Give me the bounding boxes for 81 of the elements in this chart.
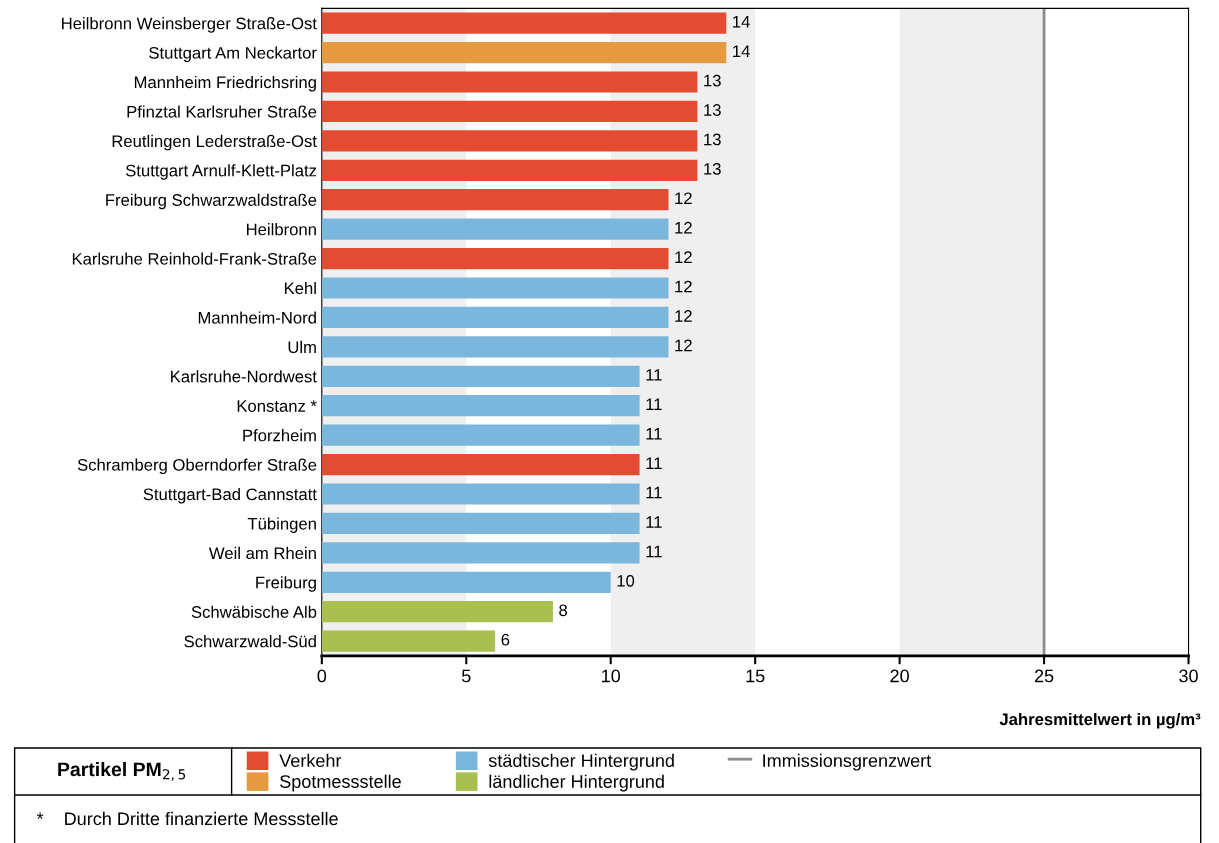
bar [321, 365, 640, 387]
y-tick-label: Schramberg Oberndorfer Straße [77, 458, 317, 475]
x-tick-label: 15 [746, 669, 765, 683]
data-label: 11 [646, 398, 662, 411]
data-label: 8 [559, 604, 568, 617]
y-tick-label: Kehl [284, 281, 316, 295]
bar [321, 306, 669, 329]
data-label: 12 [675, 192, 692, 205]
bar [321, 100, 698, 123]
legend-label: Spotmessstelle [280, 774, 401, 792]
bar [321, 12, 727, 34]
data-label: 14 [733, 45, 750, 57]
data-label: 12 [675, 221, 692, 234]
y-tick-label: Stuttgart-Bad Cannstatt [143, 487, 317, 504]
data-label: 13 [704, 104, 721, 116]
bar [321, 130, 698, 152]
bar [321, 218, 669, 240]
x-tick-label: 5 [461, 669, 471, 683]
data-label: 12 [675, 339, 692, 352]
x-tick-label: 10 [602, 669, 621, 683]
y-tick-label: Mannheim-Nord [198, 311, 316, 324]
data-label: 12 [675, 310, 692, 322]
text: * Durch Dritte finanzierte Messstelle [36, 811, 338, 826]
legend-label: Immissionsgrenzwert [763, 753, 932, 771]
bar [321, 571, 611, 593]
y-tick-label: Schwäbische Alb [191, 605, 317, 618]
bar [321, 601, 553, 623]
data-label: 11 [646, 457, 662, 469]
bar [321, 424, 640, 446]
x-axis-title: Jahresmittelwert in µg/m³ [999, 712, 1201, 729]
x-tick-label: 0 [317, 669, 327, 683]
y-tick-label: Karlsruhe-Nordwest [171, 370, 317, 383]
y-tick-label: Konstanz * [237, 400, 317, 412]
y-tick-label: Heilbronn [246, 223, 316, 236]
bar [321, 41, 727, 64]
bar [321, 189, 669, 211]
y-tick-label: Freiburg Schwarzwaldstraße [106, 193, 317, 210]
y-tick-label: Mannheim Friedrichsring [134, 75, 316, 92]
data-label: 12 [675, 251, 692, 263]
y-tick-label: Reutlingen Lederstraße-Ost [112, 134, 317, 151]
y-tick-label: Pforzheim [243, 429, 316, 442]
data-label: 6 [501, 633, 510, 646]
y-tick-label: Stuttgart Am Neckartor [149, 46, 317, 63]
y-tick-label: Heilbronn Weinsberger Straße-Ost [62, 17, 317, 33]
legend-label: ländlicher Hintergrund [489, 774, 664, 792]
data-label: 11 [646, 427, 662, 440]
y-tick-label: Tübingen [247, 517, 316, 533]
data-label: 11 [646, 545, 662, 558]
bar [321, 71, 698, 93]
bar [321, 277, 669, 299]
bar [321, 453, 640, 476]
data-label: 11 [646, 486, 662, 499]
data-label: 11 [646, 369, 662, 381]
bar [321, 512, 640, 535]
data-label: 11 [646, 516, 662, 528]
data-label: 13 [704, 133, 721, 146]
y-tick-label: Freiburg [256, 576, 316, 592]
y-tick-label: Ulm [288, 340, 316, 354]
bar [321, 336, 669, 358]
y-tick-label: Stuttgart Arnulf-Klett-Platz [125, 164, 317, 180]
data-label: 13 [704, 162, 721, 175]
bar [321, 630, 496, 652]
x-tick-label: 20 [890, 669, 909, 683]
y-tick-label: Pfinztal Karlsruher Straße [127, 105, 317, 118]
x-tick-label: 30 [1179, 669, 1198, 683]
bar [321, 247, 669, 270]
data-label: 14 [733, 15, 750, 28]
bar [321, 542, 640, 564]
data-label: 10 [617, 574, 635, 587]
bar [321, 395, 640, 417]
y-tick-label: Schwarzwald-Süd [184, 635, 316, 648]
legend-label: Verkehr [279, 753, 342, 768]
data-label: 13 [704, 74, 721, 87]
text: Partikel PM$_{2,5}$ [58, 761, 186, 781]
data-label: 12 [675, 280, 692, 293]
bar [321, 483, 640, 505]
y-tick-label: Karlsruhe Reinhold-Frank-Straße [72, 252, 317, 265]
bar [321, 159, 698, 181]
y-tick-label: Weil am Rhein [208, 546, 316, 560]
x-tick-label: 25 [1034, 669, 1054, 683]
legend-label: städtischer Hintergrund [488, 753, 674, 771]
